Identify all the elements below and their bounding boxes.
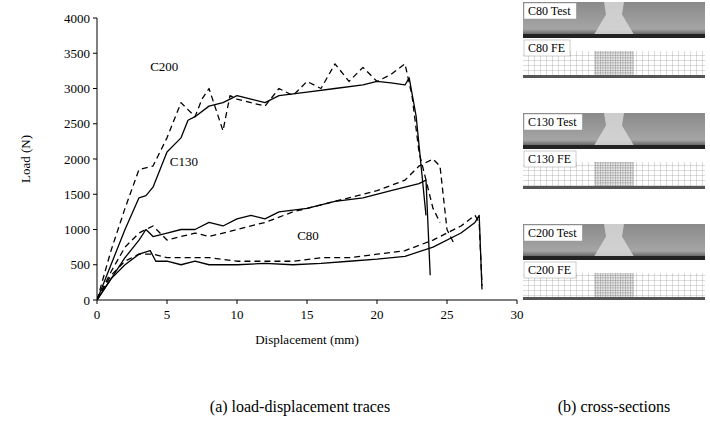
- y-tick: [93, 88, 97, 89]
- y-axis-title: Load (N): [18, 135, 33, 183]
- load-trace: [97, 64, 440, 300]
- load-trace: [97, 78, 426, 300]
- captions: (a) load-displacement traces (b) cross-se…: [210, 398, 670, 416]
- y-tick: [93, 123, 97, 124]
- x-tick: [167, 300, 168, 304]
- load-trace: [97, 159, 454, 300]
- y-tick-label: 1500: [64, 187, 90, 202]
- y-tick: [93, 264, 97, 265]
- x-tick: [447, 300, 448, 304]
- cross-section-label: C200 FE: [528, 263, 571, 277]
- x-tick: [237, 300, 238, 304]
- load-trace: [97, 180, 430, 300]
- load-trace: [97, 215, 482, 300]
- curve-label: C80: [297, 228, 319, 243]
- cross-section-image: C130 Test: [523, 113, 705, 149]
- series-group: [97, 64, 482, 300]
- y-tick: [93, 300, 97, 301]
- axes: 0 500 1000 1500 2000 2500 3000 3500 4000 0 5 10 15 20…: [18, 11, 524, 348]
- y-tick-label: 500: [71, 257, 91, 272]
- cross-section-image: C80 FE: [523, 39, 705, 79]
- caption: (b) cross-sections: [558, 398, 670, 416]
- y-tick-label: 3000: [64, 81, 90, 96]
- x-tick-label: 5: [164, 307, 171, 322]
- y-tick: [93, 53, 97, 54]
- cross-section-image: C200 FE: [523, 261, 705, 301]
- x-tick: [517, 300, 518, 304]
- cross-section-label: C130 FE: [528, 152, 571, 166]
- annotations: C200 C130 C80: [150, 59, 319, 243]
- x-tick-label: 0: [94, 307, 101, 322]
- x-tick: [377, 300, 378, 304]
- cross-section-image: C80 Test: [523, 2, 705, 38]
- load-trace: [97, 215, 482, 300]
- cross-section-image: C130 FE: [523, 150, 705, 190]
- y-tick-label: 3500: [64, 46, 90, 61]
- y-tick: [93, 18, 97, 19]
- cross-section-label: C80 Test: [528, 4, 571, 18]
- y-tick-label: 2500: [64, 116, 90, 131]
- y-tick: [93, 229, 97, 230]
- cross-section-image: C200 Test: [523, 224, 705, 260]
- y-tick-label: 0: [84, 293, 91, 308]
- y-tick: [93, 194, 97, 195]
- x-axis-title: Displacement (mm): [255, 332, 359, 347]
- cross-section-label: C80 FE: [528, 41, 565, 55]
- curve-label: C200: [150, 59, 178, 74]
- x-tick-label: 25: [441, 307, 454, 322]
- x-tick-label: 30: [511, 307, 524, 322]
- cross-sections: C80 Test C80 FE C130 Test C130 FE C200 Test C…: [523, 2, 705, 301]
- x-tick-label: 20: [371, 307, 384, 322]
- x-tick-label: 10: [231, 307, 244, 322]
- x-tick: [307, 300, 308, 304]
- y-tick-label: 4000: [64, 11, 90, 26]
- y-tick-label: 2000: [64, 152, 90, 167]
- figure: 0 500 1000 1500 2000 2500 3000 3500 4000 0 5 10 15 20…: [0, 0, 710, 424]
- cross-section-label: C130 Test: [528, 115, 577, 129]
- curve-label: C130: [170, 154, 198, 169]
- x-tick: [97, 300, 98, 304]
- cross-section-label: C200 Test: [528, 226, 577, 240]
- x-tick-label: 15: [301, 307, 314, 322]
- y-tick: [93, 159, 97, 160]
- y-tick-label: 1000: [64, 222, 90, 237]
- caption: (a) load-displacement traces: [210, 398, 390, 416]
